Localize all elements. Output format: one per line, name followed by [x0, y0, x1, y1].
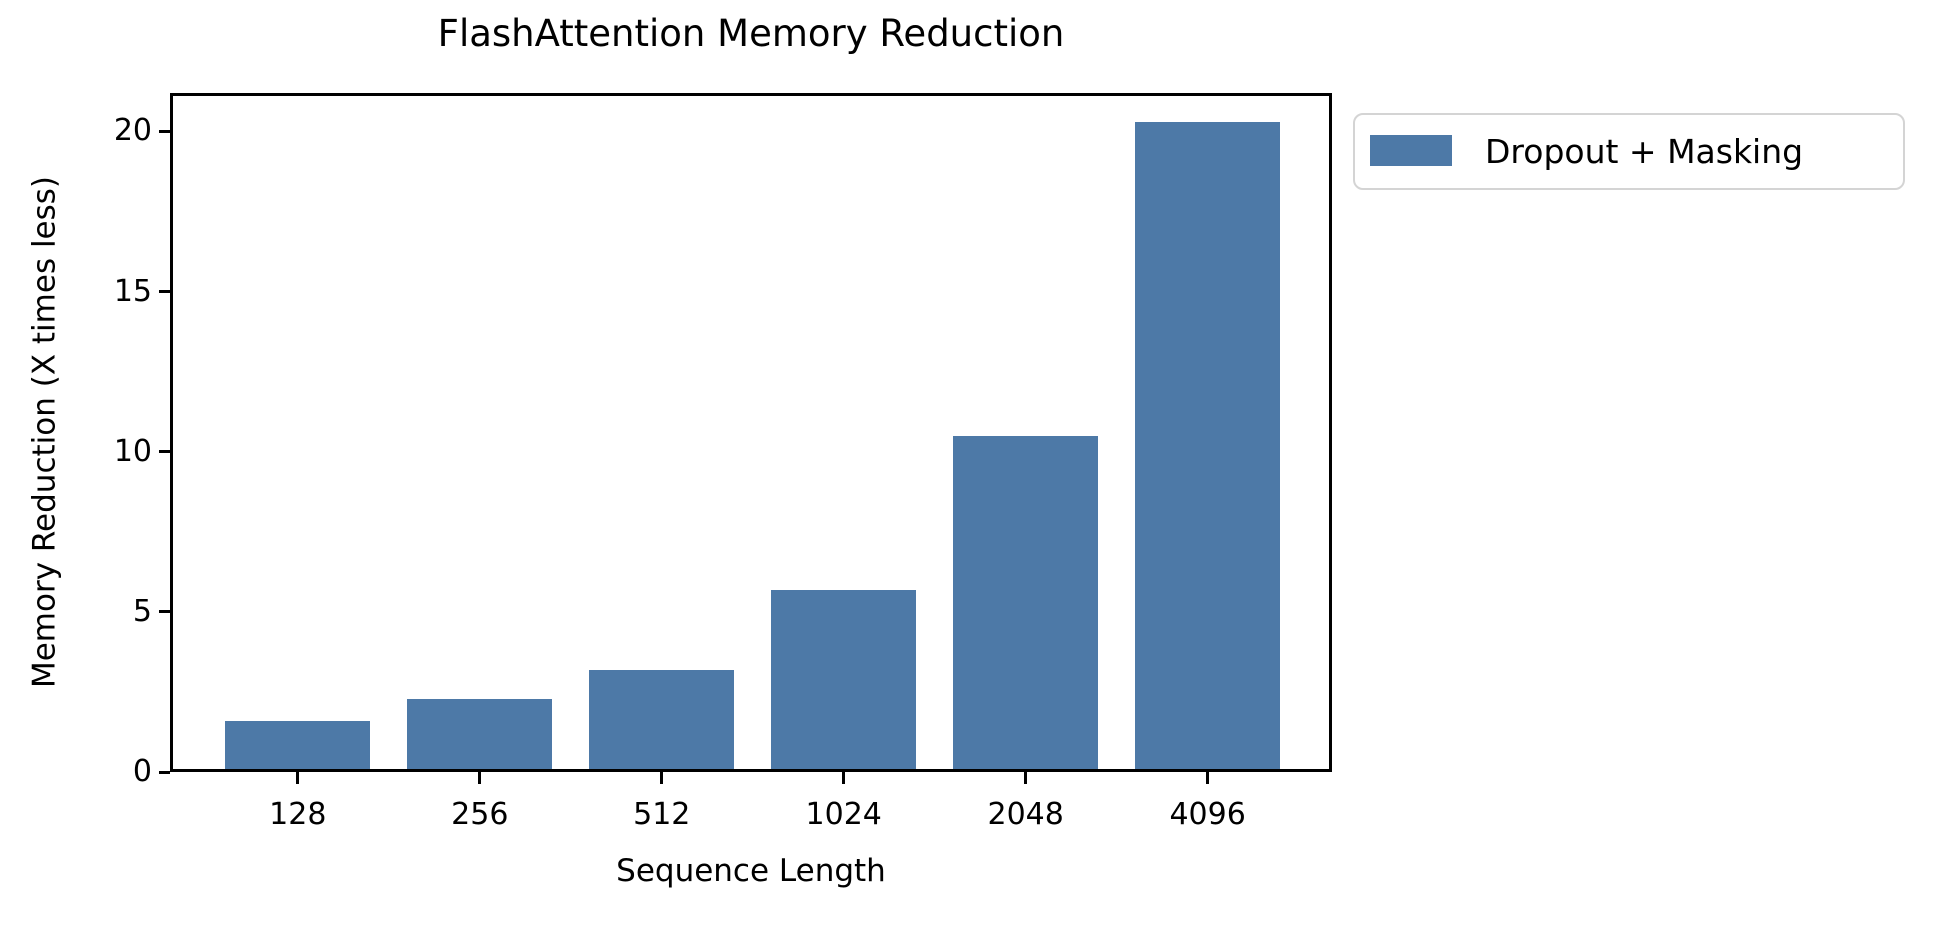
y-tick-10: [159, 450, 170, 454]
x-tick-label-1024: 1024: [805, 797, 882, 832]
y-tick-label-20: 20: [113, 113, 152, 149]
legend-swatch-dropout-masking: [1370, 135, 1452, 166]
y-tick-label-5: 5: [132, 593, 152, 629]
bar-seq-2048: [953, 435, 1099, 769]
legend: Dropout + Masking: [1353, 113, 1905, 190]
x-tick-label-4096: 4096: [1169, 797, 1246, 832]
x-tick-128: [296, 772, 300, 784]
x-tick-label-128: 128: [269, 797, 327, 832]
x-tick-2048: [1024, 772, 1028, 784]
bar-seq-512: [589, 669, 735, 769]
y-tick-label-15: 15: [113, 273, 152, 309]
y-tick-15: [159, 290, 170, 294]
y-tick-label-10: 10: [113, 433, 152, 469]
y-tick-label-0: 0: [132, 754, 152, 789]
x-tick-label-512: 512: [633, 797, 691, 832]
bar-seq-1024: [771, 589, 917, 769]
bar-seq-4096: [1135, 122, 1281, 769]
x-axis-label: Sequence Length: [616, 853, 886, 889]
x-tick-label-2048: 2048: [987, 797, 1064, 832]
plot-area: [170, 93, 1332, 772]
legend-label: Dropout + Masking: [1485, 132, 1804, 171]
y-tick-20: [159, 129, 170, 133]
x-tick-1024: [842, 772, 846, 784]
x-tick-label-256: 256: [451, 797, 509, 832]
bar-seq-256: [407, 698, 553, 769]
x-tick-512: [660, 772, 664, 784]
y-tick-0: [159, 770, 170, 774]
y-tick-5: [159, 610, 170, 614]
bar-seq-128: [225, 720, 371, 769]
x-tick-4096: [1206, 772, 1210, 784]
chart-title: FlashAttention Memory Reduction: [437, 12, 1065, 55]
x-tick-256: [478, 772, 482, 784]
